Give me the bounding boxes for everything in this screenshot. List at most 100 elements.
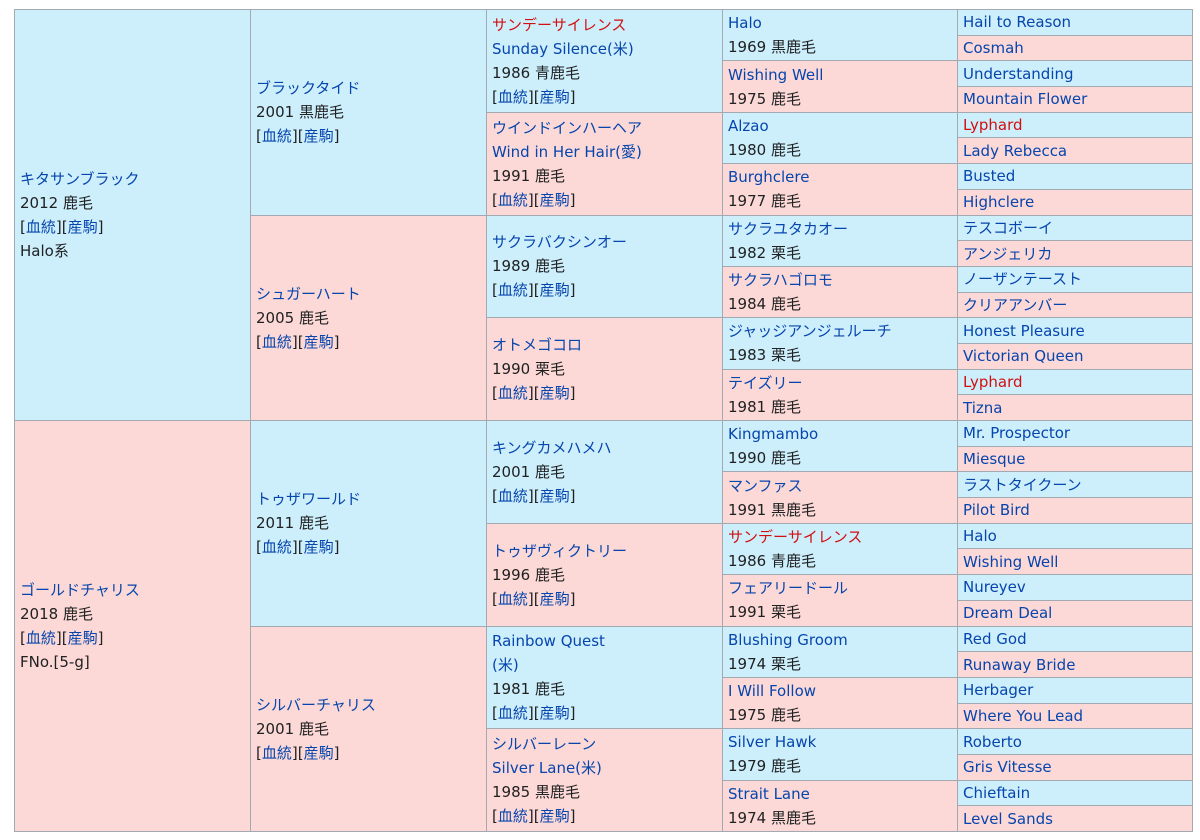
horse-name-link[interactable]: Honest Pleasure (963, 321, 1085, 340)
horse-name-link[interactable]: ラストタイクーン (963, 475, 1082, 494)
progeny-link[interactable]: 産駒 (539, 87, 570, 106)
horse-name-link[interactable]: Busted (963, 167, 1016, 186)
bloodline-link[interactable]: 血統 (261, 743, 292, 762)
bracket: [ (533, 704, 540, 723)
horse-name-link[interactable]: Red God (963, 629, 1027, 648)
horse-name-link[interactable]: Dream Deal (963, 604, 1053, 623)
horse-name-link[interactable]: キタサンブラック (20, 170, 140, 188)
bloodline-link[interactable]: 血統 (261, 538, 292, 557)
horse-alt-name-line: Wind in Her Hair(愛) (492, 140, 717, 164)
horse-name-link[interactable]: キングカメハメハ (492, 438, 612, 457)
horse-birth-year-color: 1969 黒鹿毛 (728, 38, 816, 57)
bloodline-link[interactable]: 血統 (497, 704, 528, 723)
bloodline-link[interactable]: 血統 (497, 589, 528, 608)
horse-name-link[interactable]: ゴールドチャリス (20, 581, 140, 599)
bloodline-link[interactable]: 血統 (25, 218, 56, 236)
horse-name-link[interactable]: Victorian Queen (963, 347, 1084, 366)
horse-name-link[interactable]: Wishing Well (963, 552, 1059, 571)
horse-name-link[interactable]: ジャッジアンジェルーチ (728, 322, 892, 341)
horse-name-line: シュガーハート (256, 282, 481, 306)
horse-name-link[interactable]: Tizna (963, 398, 1003, 417)
horse-name-link[interactable]: シルバーレーン (492, 735, 597, 754)
horse-name-link[interactable]: マンファス (728, 476, 803, 495)
horse-name-link[interactable]: サクラバクシンオー (492, 233, 627, 252)
bloodline-link[interactable]: 血統 (261, 127, 292, 146)
horse-name-link[interactable]: Mr. Prospector (963, 424, 1071, 443)
horse-name-link[interactable]: Nureyev (963, 578, 1026, 597)
bloodline-link[interactable]: 血統 (497, 807, 528, 826)
horse-name-link[interactable]: トゥザワールド (256, 490, 362, 509)
bloodline-link[interactable]: 血統 (497, 486, 528, 505)
progeny-link[interactable]: 産駒 (539, 807, 570, 826)
progeny-link[interactable]: 産駒 (303, 538, 334, 557)
horse-name-link[interactable]: Burghclere (728, 168, 810, 187)
progeny-link[interactable]: 産駒 (539, 486, 570, 505)
progeny-link[interactable]: 産駒 (67, 629, 98, 647)
horse-name-link[interactable]: Mountain Flower (963, 90, 1088, 109)
horse-name-link[interactable]: Cosmah (963, 39, 1024, 58)
horse-name-link[interactable]: Lyphard (963, 372, 1023, 391)
horse-name-link[interactable]: Alzao (728, 116, 769, 135)
horse-name-link[interactable]: Highclere (963, 193, 1035, 212)
horse-alt-name-link[interactable]: Sunday Silence(米) (492, 39, 634, 58)
progeny-link[interactable]: 産駒 (539, 384, 570, 403)
progeny-link[interactable]: 産駒 (539, 190, 570, 209)
horse-name-link[interactable]: Kingmambo (728, 425, 819, 444)
horse-name-link[interactable]: Gris Vitesse (963, 758, 1052, 777)
progeny-link[interactable]: 産駒 (539, 704, 570, 723)
bloodline-link[interactable]: 血統 (497, 87, 528, 106)
horse-name-link[interactable]: Rainbow Quest (492, 632, 605, 651)
horse-name-link[interactable]: Miesque (963, 450, 1026, 469)
horse-name-link[interactable]: Strait Lane (728, 784, 810, 803)
horse-name-link[interactable]: アンジェリカ (963, 244, 1053, 263)
progeny-link[interactable]: 産駒 (539, 281, 570, 300)
horse-name-link[interactable]: フェアリードール (728, 579, 849, 598)
horse-name-link[interactable]: サンデーサイレンス (492, 15, 627, 34)
horse-name-link[interactable]: サクラユタカオー (728, 219, 849, 238)
bloodline-link[interactable]: 血統 (25, 629, 56, 647)
gen5-cell: Dream Deal (957, 599, 1193, 627)
horse-name-link[interactable]: Pilot Bird (963, 501, 1030, 520)
horse-name-link[interactable]: Runaway Bride (963, 655, 1076, 674)
horse-name-link[interactable]: オトメゴコロ (492, 336, 583, 355)
horse-alt-name-link[interactable]: Wind in Her Hair(愛) (492, 142, 642, 161)
horse-name-link[interactable]: Where You Lead (963, 706, 1084, 725)
bloodline-link[interactable]: 血統 (497, 281, 528, 300)
horse-name-link[interactable]: Halo (728, 14, 762, 33)
horse-name-link[interactable]: Chieftain (963, 783, 1031, 802)
horse-name-link[interactable]: I Will Follow (728, 682, 817, 701)
horse-alt-name-link[interactable]: Silver Lane(米) (492, 759, 602, 778)
horse-name-link[interactable]: Understanding (963, 64, 1074, 83)
horse-name-link[interactable]: Lyphard (963, 116, 1023, 135)
bloodline-link[interactable]: 血統 (497, 384, 528, 403)
bloodline-link[interactable]: 血統 (261, 332, 292, 351)
progeny-link[interactable]: 産駒 (539, 589, 570, 608)
horse-name-link[interactable]: シュガーハート (256, 284, 361, 303)
horse-alt-name-link[interactable]: (米) (492, 656, 519, 675)
bloodline-link[interactable]: 血統 (497, 190, 528, 209)
horse-name-link[interactable]: Halo (963, 527, 997, 546)
horse-name-link[interactable]: Roberto (963, 732, 1022, 751)
horse-name-link[interactable]: トゥザヴィクトリー (492, 541, 628, 560)
horse-name-link[interactable]: Level Sands (963, 809, 1053, 828)
horse-name-link[interactable]: クリアアンバー (963, 295, 1068, 314)
horse-name-link[interactable]: Herbager (963, 681, 1034, 700)
horse-name-link[interactable]: サンデーサイレンス (728, 527, 863, 546)
horse-name-link[interactable]: テスコボーイ (963, 218, 1054, 237)
horse-name-link[interactable]: ウインドインハーヘア (492, 118, 643, 137)
progeny-link[interactable]: 産駒 (303, 332, 334, 351)
bracket: ] (569, 807, 576, 826)
horse-name-link[interactable]: ブラックタイド (256, 79, 361, 98)
horse-name-link[interactable]: シルバーチャリス (256, 695, 376, 714)
horse-name-link[interactable]: Blushing Groom (728, 630, 848, 649)
progeny-link[interactable]: 産駒 (303, 743, 334, 762)
progeny-link[interactable]: 産駒 (303, 127, 334, 146)
horse-name-link[interactable]: Silver Hawk (728, 733, 817, 752)
horse-name-link[interactable]: サクラハゴロモ (728, 271, 833, 290)
horse-name-link[interactable]: Lady Rebecca (963, 141, 1068, 160)
horse-name-link[interactable]: ノーザンテースト (963, 270, 1082, 289)
horse-name-link[interactable]: Wishing Well (728, 65, 824, 84)
progeny-link[interactable]: 産駒 (67, 218, 98, 236)
horse-name-link[interactable]: Hail to Reason (963, 13, 1072, 32)
horse-name-link[interactable]: テイズリー (728, 373, 803, 392)
